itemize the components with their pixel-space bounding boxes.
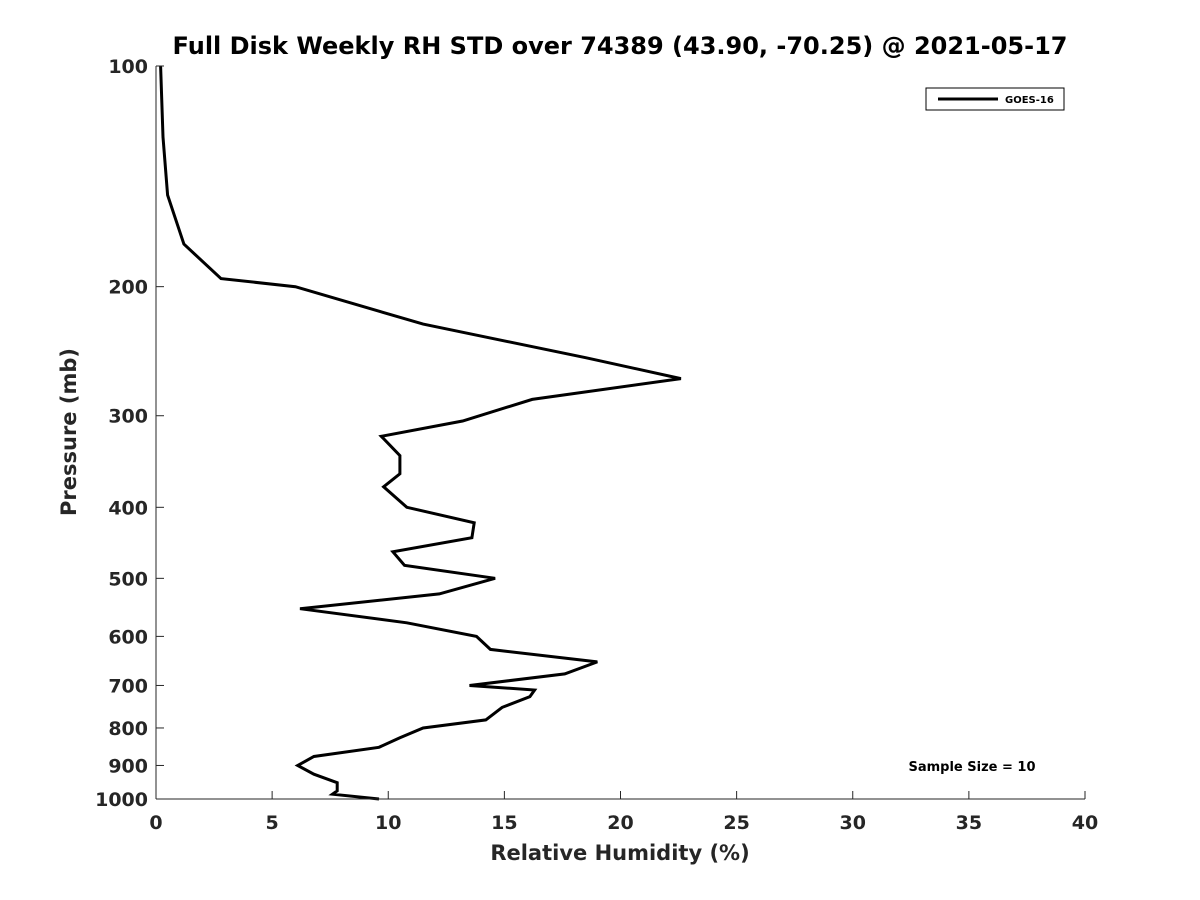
x-axis: 0 5 10 15 20 25 30 35 40 bbox=[149, 791, 1098, 834]
x-axis-label: Relative Humidity (%) bbox=[490, 841, 749, 865]
y-tick-label: 900 bbox=[108, 755, 148, 777]
y-tick-label: 700 bbox=[108, 675, 148, 697]
y-tick-label: 400 bbox=[108, 497, 148, 519]
y-axis-label: Pressure (mb) bbox=[57, 348, 81, 516]
legend-label-goes-16: GOES-16 bbox=[1005, 95, 1054, 106]
y-tick-label: 500 bbox=[108, 568, 148, 590]
y-tick-label: 100 bbox=[108, 56, 148, 78]
sample-size-note: Sample Size = 10 bbox=[908, 760, 1035, 775]
chart-title: Full Disk Weekly RH STD over 74389 (43.9… bbox=[173, 32, 1068, 60]
x-tick-label: 5 bbox=[266, 812, 279, 834]
y-axis: 100 200 300 400 500 600 700 800 900 1000 bbox=[95, 56, 164, 811]
y-tick-label: 300 bbox=[108, 406, 148, 428]
x-tick-label: 0 bbox=[149, 812, 162, 834]
y-tick-label: 800 bbox=[108, 718, 148, 740]
y-tick-label: 1000 bbox=[95, 789, 148, 811]
x-tick-label: 10 bbox=[375, 812, 401, 834]
x-tick-label: 20 bbox=[607, 812, 633, 834]
x-tick-label: 15 bbox=[491, 812, 517, 834]
x-tick-label: 30 bbox=[840, 812, 866, 834]
plot-area bbox=[159, 65, 682, 801]
series-line-goes-16 bbox=[159, 65, 682, 801]
x-tick-label: 35 bbox=[956, 812, 982, 834]
x-tick-label: 25 bbox=[723, 812, 749, 834]
legend: GOES-16 bbox=[925, 87, 1065, 111]
x-tick-label: 40 bbox=[1072, 812, 1098, 834]
y-tick-label: 200 bbox=[108, 277, 148, 299]
y-tick-label: 600 bbox=[108, 626, 148, 648]
